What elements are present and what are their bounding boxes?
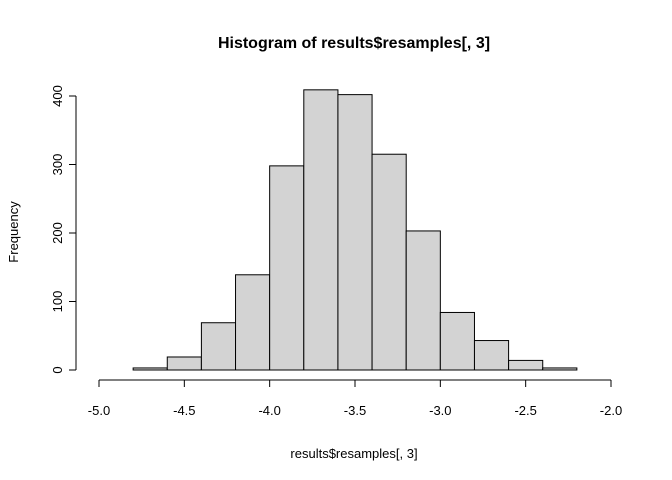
histogram-bar-4: [235, 274, 271, 371]
y-axis: 0 100 200 300 400: [50, 85, 77, 374]
y-tick-label-4: 400: [50, 85, 65, 107]
histogram-bar-2: [166, 356, 202, 371]
histogram-bar-1: [132, 367, 168, 371]
x-tick-label-3: -3.5: [344, 403, 366, 418]
histogram-bar-11: [473, 340, 510, 371]
y-tick-label-0: 0: [50, 366, 65, 373]
y-tick-label-3: 300: [50, 154, 65, 176]
histogram-bar-6: [303, 89, 339, 371]
histogram-bar-12: [508, 359, 544, 371]
histogram-bar-10: [439, 311, 475, 371]
histogram-bar-5: [269, 165, 305, 371]
y-axis-label: Frequency: [6, 201, 21, 263]
histogram-bar-8: [371, 153, 407, 371]
histogram-bar-7: [337, 94, 373, 371]
x-tick-label-4: -3.0: [429, 403, 451, 418]
histogram-bars: [132, 89, 578, 371]
x-tick-label-0: -5.0: [88, 403, 110, 418]
chart-title: Histogram of results$resamples[, 3]: [218, 35, 490, 52]
y-tick-label-2: 200: [50, 222, 65, 244]
x-axis: -5.0 -4.5 -4.0 -3.5 -3.0 -2.5 -2.0: [88, 379, 622, 418]
x-tick-label-1: -4.5: [173, 403, 195, 418]
histogram-bar-9: [405, 230, 441, 371]
histogram-bar-13: [542, 367, 578, 371]
x-tick-label-5: -2.5: [514, 403, 536, 418]
x-tick-label-6: -2.0: [600, 403, 622, 418]
x-tick-label-2: -4.0: [258, 403, 280, 418]
y-tick-label-1: 100: [50, 291, 65, 313]
histogram-bar-3: [200, 322, 237, 371]
x-axis-label: results$resamples[, 3]: [290, 446, 417, 461]
